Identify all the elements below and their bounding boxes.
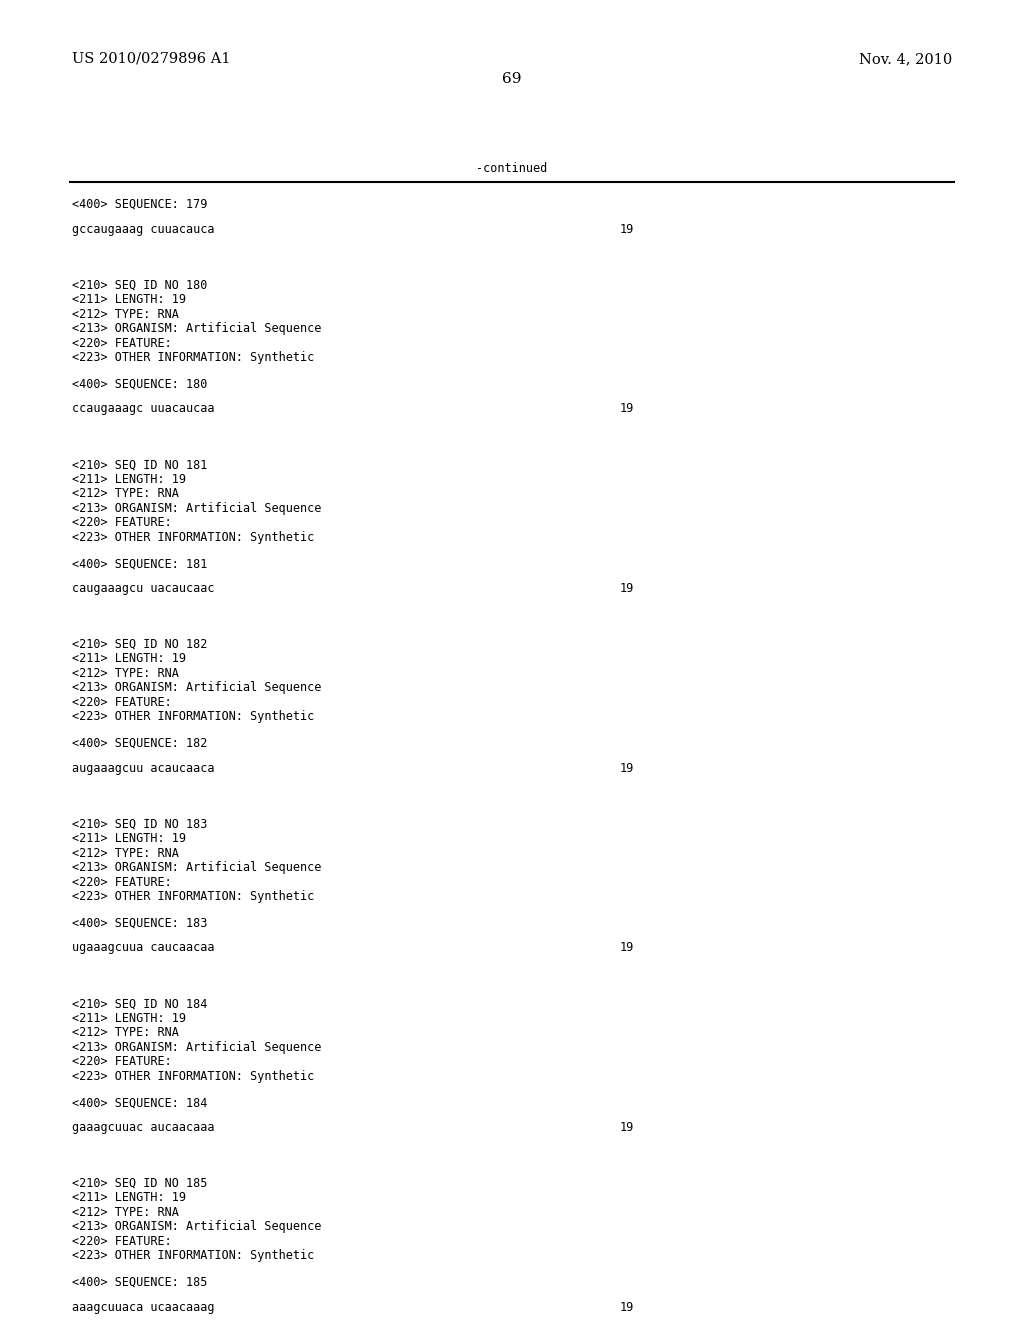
Text: <213> ORGANISM: Artificial Sequence: <213> ORGANISM: Artificial Sequence	[72, 681, 322, 694]
Text: <211> LENGTH: 19: <211> LENGTH: 19	[72, 473, 186, 486]
Text: <220> FEATURE:: <220> FEATURE:	[72, 516, 172, 529]
Text: ugaaagcuua caucaacaa: ugaaagcuua caucaacaa	[72, 941, 214, 954]
Text: <213> ORGANISM: Artificial Sequence: <213> ORGANISM: Artificial Sequence	[72, 322, 322, 335]
Text: <210> SEQ ID NO 180: <210> SEQ ID NO 180	[72, 279, 208, 292]
Text: <400> SEQUENCE: 180: <400> SEQUENCE: 180	[72, 378, 208, 391]
Text: 19: 19	[620, 223, 634, 236]
Text: <220> FEATURE:: <220> FEATURE:	[72, 875, 172, 888]
Text: <213> ORGANISM: Artificial Sequence: <213> ORGANISM: Artificial Sequence	[72, 1221, 322, 1233]
Text: caugaaagcu uacaucaac: caugaaagcu uacaucaac	[72, 582, 214, 595]
Text: <211> LENGTH: 19: <211> LENGTH: 19	[72, 1192, 186, 1204]
Text: -continued: -continued	[476, 162, 548, 176]
Text: gccaugaaag cuuacauca: gccaugaaag cuuacauca	[72, 223, 214, 236]
Text: <211> LENGTH: 19: <211> LENGTH: 19	[72, 832, 186, 845]
Text: <220> FEATURE:: <220> FEATURE:	[72, 1236, 172, 1247]
Text: <212> TYPE: RNA: <212> TYPE: RNA	[72, 1026, 179, 1039]
Text: <220> FEATURE:: <220> FEATURE:	[72, 696, 172, 709]
Text: <212> TYPE: RNA: <212> TYPE: RNA	[72, 308, 179, 321]
Text: <400> SEQUENCE: 182: <400> SEQUENCE: 182	[72, 737, 208, 750]
Text: <223> OTHER INFORMATION: Synthetic: <223> OTHER INFORMATION: Synthetic	[72, 1069, 314, 1082]
Text: <400> SEQUENCE: 185: <400> SEQUENCE: 185	[72, 1276, 208, 1288]
Text: 19: 19	[620, 403, 634, 416]
Text: <212> TYPE: RNA: <212> TYPE: RNA	[72, 487, 179, 500]
Text: <400> SEQUENCE: 184: <400> SEQUENCE: 184	[72, 1096, 208, 1109]
Text: <220> FEATURE:: <220> FEATURE:	[72, 1055, 172, 1068]
Text: gaaagcuuac aucaacaaa: gaaagcuuac aucaacaaa	[72, 1121, 214, 1134]
Text: 19: 19	[620, 941, 634, 954]
Text: augaaagcuu acaucaaca: augaaagcuu acaucaaca	[72, 762, 214, 775]
Text: aaagcuuaca ucaacaaag: aaagcuuaca ucaacaaag	[72, 1300, 214, 1313]
Text: 69: 69	[502, 73, 522, 86]
Text: <211> LENGTH: 19: <211> LENGTH: 19	[72, 1011, 186, 1024]
Text: <211> LENGTH: 19: <211> LENGTH: 19	[72, 293, 186, 306]
Text: US 2010/0279896 A1: US 2010/0279896 A1	[72, 51, 230, 66]
Text: ccaugaaagc uuacaucaa: ccaugaaagc uuacaucaa	[72, 403, 214, 416]
Text: <223> OTHER INFORMATION: Synthetic: <223> OTHER INFORMATION: Synthetic	[72, 710, 314, 723]
Text: 19: 19	[620, 1300, 634, 1313]
Text: <212> TYPE: RNA: <212> TYPE: RNA	[72, 846, 179, 859]
Text: <211> LENGTH: 19: <211> LENGTH: 19	[72, 652, 186, 665]
Text: 19: 19	[620, 762, 634, 775]
Text: <213> ORGANISM: Artificial Sequence: <213> ORGANISM: Artificial Sequence	[72, 502, 322, 515]
Text: <223> OTHER INFORMATION: Synthetic: <223> OTHER INFORMATION: Synthetic	[72, 351, 314, 364]
Text: <213> ORGANISM: Artificial Sequence: <213> ORGANISM: Artificial Sequence	[72, 1040, 322, 1053]
Text: <210> SEQ ID NO 185: <210> SEQ ID NO 185	[72, 1177, 208, 1189]
Text: <400> SEQUENCE: 181: <400> SEQUENCE: 181	[72, 557, 208, 570]
Text: <210> SEQ ID NO 184: <210> SEQ ID NO 184	[72, 997, 208, 1010]
Text: <212> TYPE: RNA: <212> TYPE: RNA	[72, 667, 179, 680]
Text: <223> OTHER INFORMATION: Synthetic: <223> OTHER INFORMATION: Synthetic	[72, 890, 314, 903]
Text: <400> SEQUENCE: 179: <400> SEQUENCE: 179	[72, 198, 208, 211]
Text: <223> OTHER INFORMATION: Synthetic: <223> OTHER INFORMATION: Synthetic	[72, 1250, 314, 1262]
Text: <213> ORGANISM: Artificial Sequence: <213> ORGANISM: Artificial Sequence	[72, 861, 322, 874]
Text: <210> SEQ ID NO 183: <210> SEQ ID NO 183	[72, 817, 208, 830]
Text: <210> SEQ ID NO 182: <210> SEQ ID NO 182	[72, 638, 208, 651]
Text: <212> TYPE: RNA: <212> TYPE: RNA	[72, 1206, 179, 1218]
Text: 19: 19	[620, 1121, 634, 1134]
Text: 19: 19	[620, 582, 634, 595]
Text: <223> OTHER INFORMATION: Synthetic: <223> OTHER INFORMATION: Synthetic	[72, 531, 314, 544]
Text: <210> SEQ ID NO 181: <210> SEQ ID NO 181	[72, 458, 208, 471]
Text: Nov. 4, 2010: Nov. 4, 2010	[859, 51, 952, 66]
Text: <400> SEQUENCE: 183: <400> SEQUENCE: 183	[72, 916, 208, 929]
Text: <220> FEATURE:: <220> FEATURE:	[72, 337, 172, 350]
